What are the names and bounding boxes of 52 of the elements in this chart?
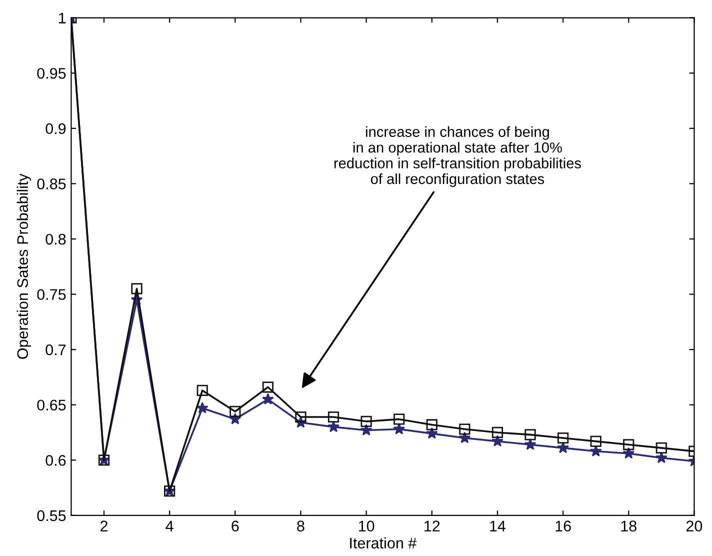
point [196,402,208,414]
point [623,439,634,450]
point [262,393,274,404]
y-tick-label: 0.7 [46,344,66,356]
point [426,419,438,430]
point [622,447,635,459]
x-axis-title: Iteration # [350,537,417,549]
point [295,411,306,423]
point [557,432,569,444]
point [262,382,274,393]
y-tick-label: 0.65 [37,400,66,411]
y-tick-label: 0.6 [46,454,66,466]
x-tick-label: 2 [100,520,108,532]
y-axis-title: Operation Sates Probability [16,174,32,359]
y-tick-label: 0.55 [37,510,66,522]
point [491,435,504,447]
point [524,438,536,450]
point [590,436,602,447]
y-tick-label: 0.85 [37,178,66,190]
point [328,411,340,423]
annotation: increase in chances of being in an operational state after 10% reduction in self-transition probabilities of all reconfiguration states [334,126,581,187]
x-tick-label: 20 [686,520,702,532]
y-tick-label: 0.75 [37,289,66,300]
x-tick-label: 10 [358,520,374,532]
point [590,445,602,456]
point [360,424,372,436]
x-tick-label: 16 [556,520,571,532]
point [328,420,340,432]
x-tick-label: 14 [490,520,506,532]
point [426,427,438,439]
point [393,422,406,434]
point [458,432,471,444]
point [492,426,504,438]
point [131,283,142,294]
x-tick-label: 12 [424,520,440,532]
x-tick-label: 4 [166,520,174,532]
point [557,442,570,454]
y-tick-label: 0.95 [37,68,66,79]
point [459,424,470,435]
y-tick-label: 1 [59,12,66,24]
y-tick-label: 0.9 [46,123,66,134]
y-tick-label: 0.8 [46,234,66,245]
point [524,429,536,440]
x-tick-label: 8 [297,520,304,532]
point [360,416,372,427]
x-tick-label: 18 [621,520,636,532]
point [655,452,668,464]
point [196,384,208,396]
point [394,414,405,425]
point [230,406,241,418]
point [656,442,667,454]
x-tick-label: 6 [232,520,239,532]
